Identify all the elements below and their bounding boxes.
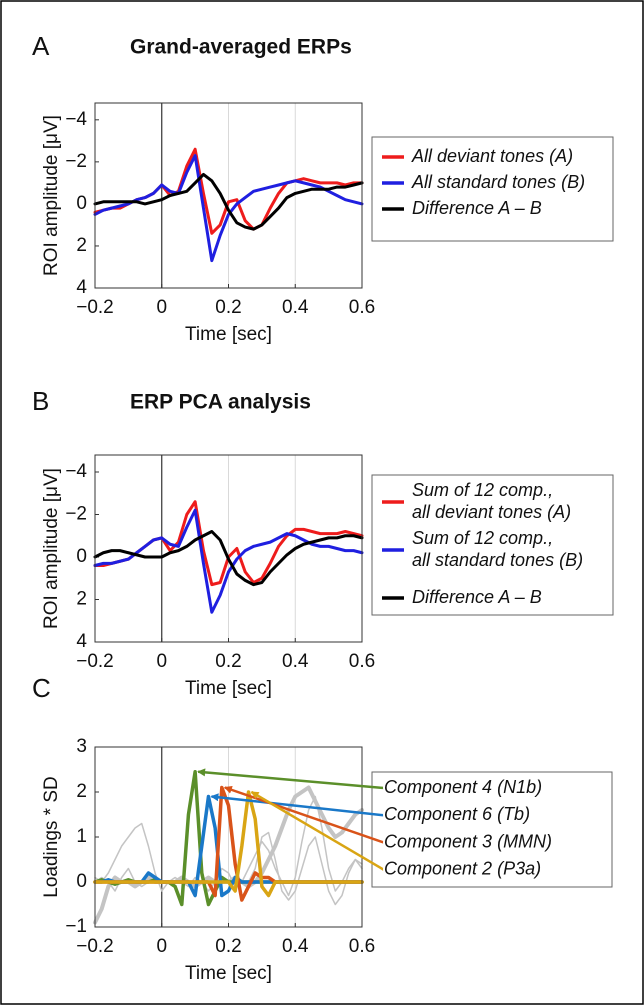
legend-arrow (250, 790, 385, 871)
x-tick-label: −0.2 (76, 297, 114, 318)
legend-label: Component 6 (Tb) (384, 804, 530, 824)
series-line (93, 530, 364, 587)
y-axis-label: Loadings * SD (41, 776, 62, 897)
chart-title: Grand-averaged ERPs (130, 36, 352, 59)
series-line (93, 154, 364, 263)
legend-label: Sum of 12 comp., all standard tones (B) (412, 528, 583, 570)
y-tick-label: 2 (76, 589, 87, 610)
legend-label: Component 4 (N1b) (384, 777, 542, 797)
y-tick-label: −2 (65, 504, 87, 525)
plot-frame (94, 454, 363, 643)
series-line (93, 790, 364, 898)
x-tick-label: 0.4 (282, 936, 309, 957)
x-tick-label: 0.6 (349, 651, 375, 672)
x-tick-label: 0 (156, 651, 167, 672)
y-tick-label: 0 (76, 871, 87, 892)
legend-label: Sum of 12 comp., all deviant tones (A) (412, 480, 571, 522)
y-tick-label: −4 (65, 109, 87, 130)
y-tick-label: 0 (76, 193, 87, 214)
legend-label: Difference A – B (412, 587, 542, 607)
x-tick-label: 0 (156, 936, 167, 957)
x-tick-label: 0.2 (215, 651, 241, 672)
x-axis-label: Time [sec] (185, 963, 272, 984)
legend-label: All deviant tones (A) (411, 146, 573, 166)
y-tick-label: 1 (76, 826, 87, 847)
y-axis-label: ROI amplitude [μV] (41, 115, 62, 276)
legend-label: Component 3 (MMN) (384, 831, 552, 851)
y-tick-label: 3 (76, 736, 87, 757)
series-line (93, 172, 364, 231)
legend-arrow (197, 768, 385, 790)
plot-frame (94, 102, 363, 289)
y-tick-label: −1 (65, 916, 87, 937)
legend-box (371, 474, 614, 616)
legend-label: Component 2 (P3a) (384, 859, 541, 879)
x-tick-label: −0.2 (76, 936, 114, 957)
x-tick-label: 0.4 (282, 297, 309, 318)
x-tick-label: 0.6 (349, 936, 375, 957)
panel-label: A (32, 31, 50, 61)
y-tick-label: 0 (76, 546, 87, 567)
legend-box (371, 136, 614, 242)
x-axis-label: Time [sec] (185, 324, 272, 345)
plot-frame (94, 746, 363, 928)
x-tick-label: 0 (156, 297, 167, 318)
x-tick-label: 0.4 (282, 651, 309, 672)
y-tick-label: −4 (65, 461, 87, 482)
x-tick-label: 0.2 (215, 297, 241, 318)
x-tick-label: 0.2 (215, 936, 241, 957)
x-axis-label: Time [sec] (185, 678, 272, 699)
legend-label: Difference A – B (412, 198, 542, 218)
x-tick-label: 0.6 (349, 297, 375, 318)
series-line (93, 508, 364, 614)
y-tick-label: 2 (76, 235, 87, 256)
y-axis-label: ROI amplitude [μV] (41, 468, 62, 629)
legend-arrow (210, 793, 385, 817)
x-tick-label: −0.2 (76, 651, 114, 672)
y-tick-label: −2 (65, 151, 87, 172)
y-tick-label: 2 (76, 781, 87, 802)
panel-label: C (32, 673, 51, 703)
panel-label: B (32, 386, 49, 416)
y-tick-label: 4 (76, 277, 87, 298)
legend-label: All standard tones (B) (411, 172, 585, 192)
y-tick-label: 4 (76, 631, 87, 652)
chart-title: ERP PCA analysis (130, 391, 311, 414)
legend-box (371, 771, 613, 888)
